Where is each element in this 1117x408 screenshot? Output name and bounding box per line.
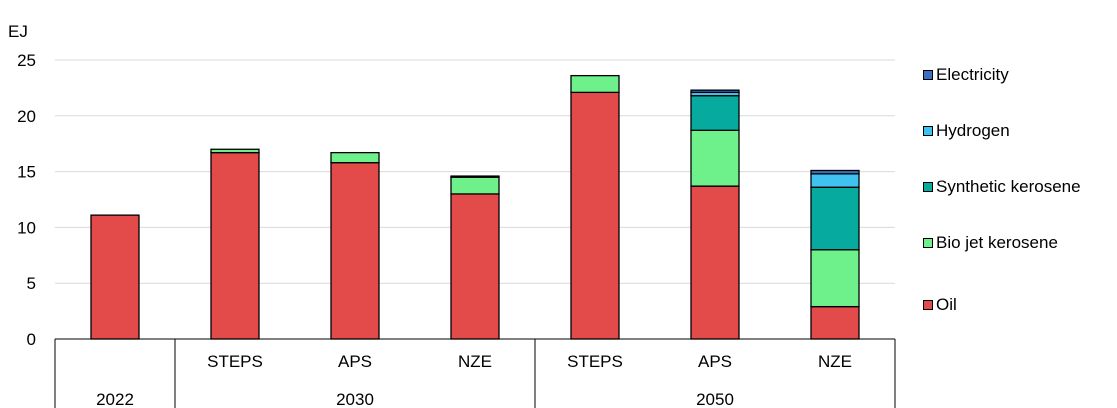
bar-segment-oil xyxy=(330,162,380,340)
bars xyxy=(90,74,860,340)
bar-segment-oil xyxy=(90,214,140,340)
bar-segment-bio-jet-kerosene xyxy=(330,151,380,164)
legend-item-bio-jet-kerosene: Bio jet kerosene xyxy=(923,233,1058,253)
legend-item-electricity: Electricity xyxy=(923,65,1009,85)
bar-segment-hydrogen xyxy=(810,173,860,188)
x-group-label: 2022 xyxy=(96,390,134,408)
bar-segment-bio-jet-kerosene xyxy=(570,74,620,94)
y-tick-label: 5 xyxy=(27,274,36,293)
gridlines xyxy=(55,59,895,284)
bar-segment-electricity xyxy=(810,169,860,175)
legend-label: Hydrogen xyxy=(936,121,1010,140)
legend-label: Oil xyxy=(936,295,957,314)
legend-swatch xyxy=(923,238,933,248)
y-tick-label: 20 xyxy=(17,107,36,126)
bar-segment-synthetic-kerosene xyxy=(450,175,500,178)
legend-swatch xyxy=(923,182,933,192)
y-tick-label: 25 xyxy=(17,51,36,70)
legend-swatch xyxy=(923,126,933,136)
bar-segment-electricity xyxy=(690,89,740,94)
legend-item-hydrogen: Hydrogen xyxy=(923,121,1010,141)
x-tick-label: APS xyxy=(338,352,372,371)
x-tick-label: APS xyxy=(698,352,732,371)
x-tick-label: NZE xyxy=(458,352,492,371)
legend-label: Bio jet kerosene xyxy=(936,233,1058,252)
y-tick-label: 15 xyxy=(17,163,36,182)
y-tick-labels: 0 5 10 15 20 25 xyxy=(17,51,36,349)
x-tick-label: STEPS xyxy=(207,352,263,371)
x-group-label: 2050 xyxy=(696,390,734,408)
bar-segment-oil xyxy=(210,151,260,340)
legend-label: Electricity xyxy=(936,65,1009,84)
bar-segment-oil xyxy=(690,185,740,340)
x-tick-label: NZE xyxy=(818,352,852,371)
bar-segment-bio-jet-kerosene xyxy=(690,129,740,187)
legend-item-oil: Oil xyxy=(923,295,957,315)
bar-segment-oil xyxy=(450,193,500,340)
bar-segment-bio-jet-kerosene xyxy=(810,249,860,308)
bar-segment-oil xyxy=(810,305,860,340)
bar-segment-synthetic-kerosene xyxy=(810,186,860,251)
bar-segment-synthetic-kerosene xyxy=(690,95,740,131)
y-unit-label: EJ xyxy=(8,22,28,41)
x-tick-label: STEPS xyxy=(567,352,623,371)
x-axis: 2022 2030 2050 STEPS APS NZE STEPS APS NZE xyxy=(54,338,896,408)
legend-item-synthetic-kerosene: Synthetic kerosene xyxy=(923,177,1081,197)
legend-label: Synthetic kerosene xyxy=(936,177,1081,196)
legend-swatch xyxy=(923,300,933,310)
x-group-label: 2030 xyxy=(336,390,374,408)
y-tick-label: 10 xyxy=(17,218,36,237)
y-tick-label: 0 xyxy=(27,330,36,349)
bar-segment-bio-jet-kerosene xyxy=(450,176,500,195)
bar-segment-oil xyxy=(570,91,620,340)
bar-segment-bio-jet-kerosene xyxy=(210,148,260,154)
legend-swatch xyxy=(923,70,933,80)
